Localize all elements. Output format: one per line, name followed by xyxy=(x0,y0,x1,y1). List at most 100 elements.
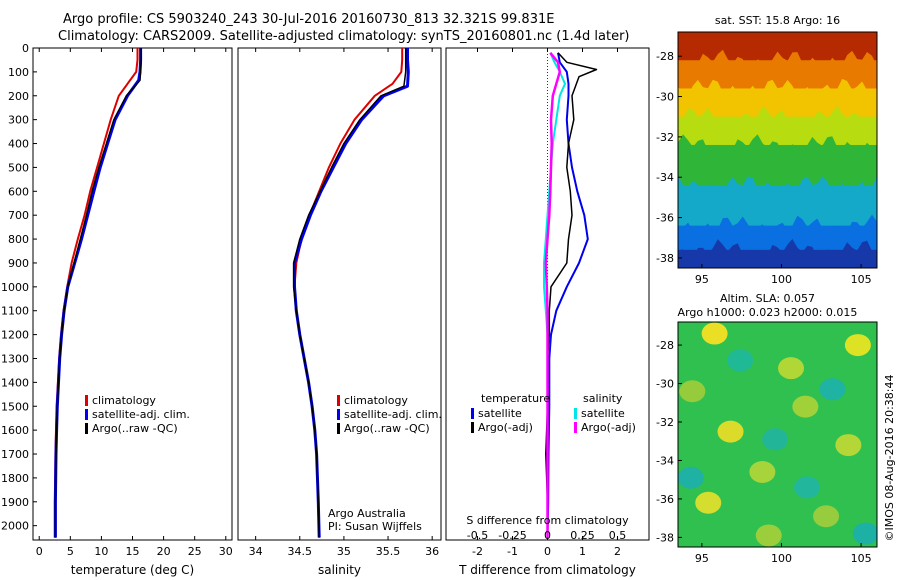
y-tick-label: 0 xyxy=(22,42,29,55)
x-tick-label: -2 xyxy=(472,545,483,558)
legend-swatch xyxy=(85,395,88,406)
x-axis-label: temperature (deg C) xyxy=(71,563,194,577)
x-tick-label: 35.5 xyxy=(376,545,401,558)
sla-blob-low xyxy=(819,378,846,401)
x-tick-label: 100 xyxy=(771,273,792,286)
sla-blob-mid xyxy=(813,505,840,528)
plot-frame xyxy=(237,47,442,541)
secondary-tick-label: 0.25 xyxy=(570,529,595,542)
x-tick-label: 10 xyxy=(94,545,108,558)
y-tick-label: -36 xyxy=(656,212,674,225)
x-tick-label: 1 xyxy=(579,545,586,558)
x-tick-label: 5 xyxy=(67,545,74,558)
y-tick-label: 1200 xyxy=(1,329,29,342)
series-line-temperature-satellite xyxy=(546,52,589,538)
legend-swatch xyxy=(337,395,340,406)
sla-blob-high xyxy=(844,334,871,357)
sst-band xyxy=(678,185,877,227)
legend-swatch xyxy=(574,408,577,419)
y-tick-label: -36 xyxy=(656,493,674,506)
legend-swatch xyxy=(471,408,474,419)
y-tick-label: 1800 xyxy=(1,472,29,485)
sla-blob-mid xyxy=(679,380,706,403)
x-tick-label: 25 xyxy=(188,545,202,558)
y-tick-label: 1400 xyxy=(1,376,29,389)
sst-band-edge xyxy=(678,175,877,198)
legend-label: satellite xyxy=(478,407,522,420)
map-field xyxy=(678,32,877,268)
legend-label: Argo(..raw -QC) xyxy=(92,422,178,435)
sla-blob-mid xyxy=(792,395,819,418)
x-tick-label: 20 xyxy=(157,545,171,558)
y-tick-label: -34 xyxy=(656,171,674,184)
plot-frame xyxy=(32,47,233,541)
annotation-text: PI: Susan Wijffels xyxy=(328,520,422,533)
y-tick-label: 1000 xyxy=(1,281,29,294)
sla-blob-high xyxy=(701,322,728,345)
x-tick-label: 35 xyxy=(337,545,351,558)
panel-sst_map: 95 100 105 -28 -30 -32 -34 -36 -38 sat. SST: 15.8… xyxy=(656,14,878,286)
x-tick-label: 15 xyxy=(126,545,140,558)
x-tick-label: 95 xyxy=(695,552,709,565)
series-line-argo-raw-qc- xyxy=(54,48,142,538)
y-tick-label: 2000 xyxy=(1,520,29,533)
legend-swatch xyxy=(574,422,577,433)
y-tick-label: 1300 xyxy=(1,352,29,365)
legend-label: satellite xyxy=(581,407,625,420)
y-tick-label: 1500 xyxy=(1,400,29,413)
legend-swatch xyxy=(85,423,88,434)
y-tick-label: -28 xyxy=(656,339,674,352)
map-frame xyxy=(677,31,878,269)
panel-salinity: 34 34.5 35 35.5 36 salinity climatologysatelli… xyxy=(237,47,442,577)
y-tick-label: 500 xyxy=(8,161,29,174)
footer-stamp: ©IMOS 08-Aug-2016 20:38:44 xyxy=(883,375,896,542)
legend-swatch xyxy=(85,409,88,420)
x-tick-label: 0 xyxy=(36,545,43,558)
legend-label: Argo(-adj) xyxy=(478,421,533,434)
sst-band-edge xyxy=(678,105,877,129)
sla-blob-low xyxy=(852,522,877,545)
sst-band-edge xyxy=(678,239,877,262)
sla-blob-mid xyxy=(755,524,782,547)
sla-blob-mid xyxy=(835,434,862,457)
x-tick-label: 2 xyxy=(614,545,621,558)
y-tick-label: -34 xyxy=(656,454,674,467)
series-line-salinity-argo-adj- xyxy=(544,52,562,538)
secondary-axis-label: S difference from climatology xyxy=(466,514,629,527)
panel-temperature: 0 5 10 15 20 25 300100200300400500600700800900… xyxy=(1,42,233,577)
x-tick-label: 34 xyxy=(249,545,263,558)
map-field xyxy=(678,322,877,547)
secondary-tick-label: 0.5 xyxy=(609,529,627,542)
series-line-argo-raw-qc- xyxy=(292,48,407,538)
legend-swatch xyxy=(471,422,474,433)
y-tick-label: -38 xyxy=(656,531,674,544)
y-tick-label: -32 xyxy=(656,131,674,144)
sla-blob-mid xyxy=(749,461,776,483)
y-tick-label: -30 xyxy=(656,91,674,104)
x-tick-label: 0 xyxy=(544,545,551,558)
figure-title-line1: Argo profile: CS 5903240_243 30-Jul-2016… xyxy=(63,12,555,27)
panel-sla_map: 95 100 105 -28 -30 -32 -34 -36 -38 Altim. SLA: 0.… xyxy=(656,292,878,565)
figure-title-line2: Climatology: CARS2009. Satellite-adjuste… xyxy=(58,29,630,44)
y-tick-label: 100 xyxy=(8,66,29,79)
sla-blob-low xyxy=(762,428,789,451)
map-subtitle: Argo h1000: 0.023 h2000: 0.015 xyxy=(678,306,858,319)
sla-blob-low xyxy=(727,349,754,372)
y-tick-label: 1900 xyxy=(1,496,29,509)
legend-label: satellite-adj. clim. xyxy=(92,408,190,421)
map-frame xyxy=(677,321,878,548)
sla-blob-high xyxy=(717,420,744,443)
legend-heading: temperature xyxy=(481,392,550,405)
y-tick-label: 300 xyxy=(8,114,29,127)
sla-blob-mid xyxy=(778,357,805,380)
legend-heading: salinity xyxy=(583,392,623,405)
x-tick-label: 34.5 xyxy=(288,545,313,558)
y-tick-label: -38 xyxy=(656,252,674,265)
annotation-text: Argo Australia xyxy=(328,507,406,520)
sst-band-edge xyxy=(678,49,877,73)
y-tick-label: -30 xyxy=(656,378,674,391)
y-tick-label: 1600 xyxy=(1,424,29,437)
panel-difference: -2 -1 0 1 2 T difference from climatology temp… xyxy=(445,47,650,577)
sla-blob-high xyxy=(695,491,722,514)
